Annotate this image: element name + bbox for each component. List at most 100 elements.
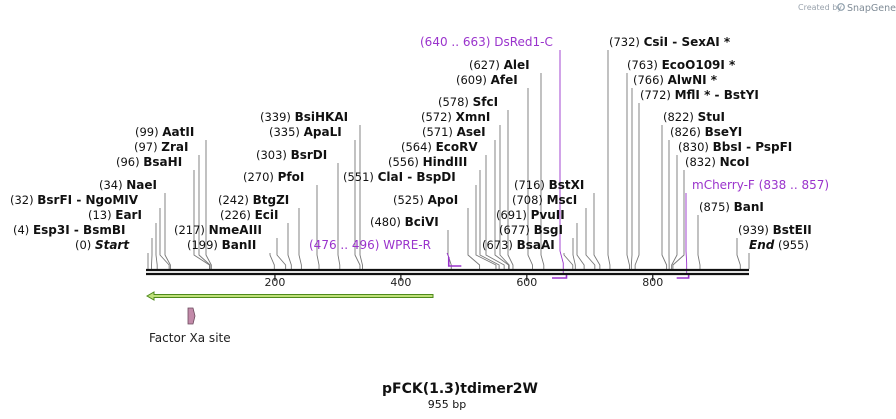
site-label-text[interactable]: (572) XmnI: [421, 110, 490, 124]
site-label-text[interactable]: (34) NaeI: [99, 178, 157, 192]
feature-label-text[interactable]: (640 .. 663) DsRed1-C: [420, 35, 553, 49]
site-label-text[interactable]: (772) MflI * - BstYI: [640, 88, 759, 102]
site-alei[interactable]: (627) AleI: [469, 58, 530, 72]
site-bcivi[interactable]: (480) BciVI: [370, 215, 439, 229]
feature-mcherry-f[interactable]: mCherry-F (838 .. 857): [676, 178, 829, 279]
site-ecorv[interactable]: (564) EcoRV: [401, 140, 478, 154]
site-csii-sexai[interactable]: (732) CsiI - SexAI *: [609, 35, 731, 49]
site-label-text[interactable]: (97) ZraI: [134, 140, 188, 154]
site-ecoo109i[interactable]: (763) EcoO109I *: [627, 58, 736, 72]
orf-arrow-shape[interactable]: [145, 291, 434, 301]
site-bbsi-pspfi[interactable]: (830) BbsI - PspFI: [678, 140, 792, 154]
site-mfli-bstyi[interactable]: (772) MflI * - BstYI: [640, 88, 759, 102]
site-bstxi[interactable]: (716) BstXI: [514, 178, 584, 192]
feature-region[interactable]: [676, 275, 690, 279]
site-sfci[interactable]: (578) SfcI: [438, 95, 498, 109]
site-bani[interactable]: (875) BanI: [699, 200, 764, 214]
site-bseyi[interactable]: (826) BseYI: [670, 125, 742, 139]
site-label-text[interactable]: (826) BseYI: [670, 125, 742, 139]
site-pfoi[interactable]: (270) PfoI: [243, 170, 304, 184]
site-label-text[interactable]: (875) BanI: [699, 200, 764, 214]
site-btgzi[interactable]: (242) BtgZI: [218, 193, 289, 207]
site-label-text[interactable]: (99) AatII: [135, 125, 194, 139]
site-label-text[interactable]: (677) BsgI: [499, 223, 563, 237]
site-label-text[interactable]: (578) SfcI: [438, 95, 498, 109]
site-bsahi[interactable]: (96) BsaHI: [116, 155, 182, 169]
site-label-text[interactable]: (627) AleI: [469, 58, 530, 72]
feature-region[interactable]: [552, 275, 568, 279]
site-banii[interactable]: (199) BanII: [187, 238, 256, 252]
end-label-text[interactable]: End (955): [749, 238, 809, 252]
site-naei[interactable]: (34) NaeI: [99, 178, 157, 192]
feature-label-text[interactable]: (476 .. 496) WPRE-R: [309, 238, 431, 252]
sequence-start[interactable]: (0) Start: [75, 238, 130, 252]
end-label-text[interactable]: (0) Start: [75, 238, 130, 252]
site-stui[interactable]: (822) StuI: [663, 110, 725, 124]
site-ecii[interactable]: (226) EciI: [220, 208, 278, 222]
site-label-text[interactable]: (716) BstXI: [514, 178, 584, 192]
site-bsihkai[interactable]: (339) BsiHKAI: [260, 110, 348, 124]
site-position: (303): [256, 148, 291, 162]
site-label-text[interactable]: (32) BsrFI - NgoMIV: [10, 193, 139, 207]
site-label-text[interactable]: (339) BsiHKAI: [260, 110, 348, 124]
factor-xa-site[interactable]: Factor Xa site: [149, 307, 231, 345]
site-eari[interactable]: (13) EarI: [88, 208, 142, 222]
site-labels: (4) Esp3I - BsmBI(13) EarI(32) BsrFI - N…: [10, 35, 829, 279]
site-label-text[interactable]: (939) BstEII: [738, 223, 812, 237]
site-clai-bspdi[interactable]: (551) ClaI - BspDI: [343, 170, 456, 184]
feature-region[interactable]: [447, 257, 462, 267]
site-alwni[interactable]: (766) AlwNI *: [633, 73, 718, 87]
feature-label-text[interactable]: mCherry-F (838 .. 857): [692, 178, 829, 192]
site-afei[interactable]: (609) AfeI: [456, 73, 518, 87]
site-label-text[interactable]: (763) EcoO109I *: [627, 58, 736, 72]
feature-range: (476 .. 496): [309, 238, 383, 252]
site-label-text[interactable]: (4) Esp3I - BsmBI: [13, 223, 125, 237]
site-apali[interactable]: (335) ApaLI: [269, 125, 342, 139]
site-label-text[interactable]: (226) EciI: [220, 208, 278, 222]
site-ncoi[interactable]: (832) NcoI: [685, 155, 749, 169]
site-bsrdi[interactable]: (303) BsrDI: [256, 148, 327, 162]
sequence-end[interactable]: End (955): [749, 238, 809, 252]
site-hindiii[interactable]: (556) HindIII: [388, 155, 467, 169]
site-label-text[interactable]: (732) CsiI - SexAI *: [609, 35, 731, 49]
site-label-text[interactable]: (303) BsrDI: [256, 148, 327, 162]
site-label-text[interactable]: (571) AseI: [422, 125, 486, 139]
factor-xa-marker-icon[interactable]: [187, 307, 196, 325]
site-xmni[interactable]: (572) XmnI: [421, 110, 490, 124]
site-bsteii[interactable]: (939) BstEII: [738, 223, 812, 237]
site-nmeaiii[interactable]: (217) NmeAIII: [174, 223, 262, 237]
site-label-text[interactable]: (96) BsaHI: [116, 155, 182, 169]
site-label-text[interactable]: (199) BanII: [187, 238, 256, 252]
site-apoi[interactable]: (525) ApoI: [393, 193, 458, 207]
feature-dsred1-c[interactable]: (640 .. 663) DsRed1-C: [420, 35, 568, 279]
site-aatii[interactable]: (99) AatII: [135, 125, 194, 139]
site-pvuii[interactable]: (691) PvuII: [496, 208, 565, 222]
orf-arrow[interactable]: [145, 291, 434, 301]
site-label-text[interactable]: (480) BciVI: [370, 215, 439, 229]
site-label-text[interactable]: (551) ClaI - BspDI: [343, 170, 456, 184]
site-label-text[interactable]: (556) HindIII: [388, 155, 467, 169]
site-label-text[interactable]: (830) BbsI - PspFI: [678, 140, 792, 154]
site-label-text[interactable]: (564) EcoRV: [401, 140, 478, 154]
site-label-text[interactable]: (691) PvuII: [496, 208, 565, 222]
site-label-text[interactable]: (832) NcoI: [685, 155, 749, 169]
site-bsaai[interactable]: (673) BsaAI: [482, 238, 555, 252]
feature-wpre-r[interactable]: (476 .. 496) WPRE-R: [309, 238, 462, 267]
site-label-text[interactable]: (242) BtgZI: [218, 193, 289, 207]
site-label-text[interactable]: (609) AfeI: [456, 73, 518, 87]
site-bsgi[interactable]: (677) BsgI: [499, 223, 563, 237]
site-label-text[interactable]: (525) ApoI: [393, 193, 458, 207]
site-esp3i-bsmbi[interactable]: (4) Esp3I - BsmBI: [13, 223, 125, 237]
site-bsrfi-ngomiv[interactable]: (32) BsrFI - NgoMIV: [10, 193, 139, 207]
site-label-text[interactable]: (708) MscI: [512, 193, 577, 207]
site-label-text[interactable]: (673) BsaAI: [482, 238, 555, 252]
site-label-text[interactable]: (335) ApaLI: [269, 125, 342, 139]
site-label-text[interactable]: (217) NmeAIII: [174, 223, 262, 237]
site-label-text[interactable]: (822) StuI: [663, 110, 725, 124]
site-label-text[interactable]: (766) AlwNI *: [633, 73, 718, 87]
site-asei[interactable]: (571) AseI: [422, 125, 486, 139]
site-zrai[interactable]: (97) ZraI: [134, 140, 188, 154]
site-msci[interactable]: (708) MscI: [512, 193, 577, 207]
site-label-text[interactable]: (13) EarI: [88, 208, 142, 222]
site-label-text[interactable]: (270) PfoI: [243, 170, 304, 184]
